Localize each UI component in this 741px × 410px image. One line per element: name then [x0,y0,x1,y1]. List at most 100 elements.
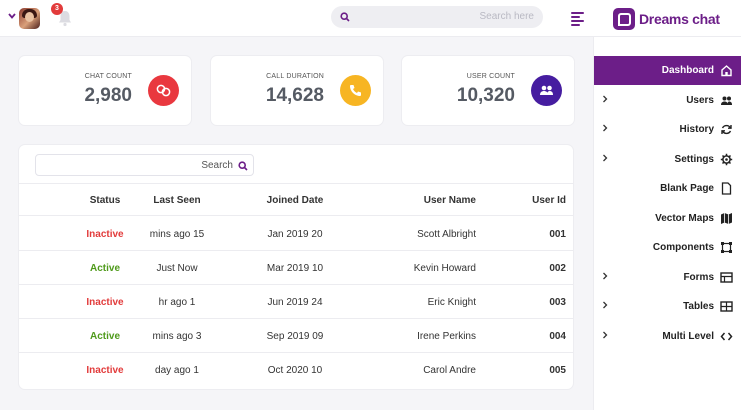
header-search-input[interactable]: Search here [331,6,543,28]
status-badge: Active [89,263,121,274]
chevron-right-icon [603,301,608,309]
users-icon [531,75,562,106]
column-header-user-id[interactable]: User Id [532,195,566,206]
stat-value: 2,980 [84,85,132,106]
avatar[interactable] [19,8,40,29]
top-header: 3 Search here Dreams chat [0,0,741,37]
last-seen-cell: mins ago 3 [152,331,202,342]
sidebar-item-forms[interactable]: Forms [594,263,741,292]
joined-date-cell: Jan 2019 20 [267,229,323,240]
phone-icon [340,75,371,106]
column-header-joined-date[interactable]: Joined Date [266,195,324,206]
table-search-input[interactable]: Search [35,154,254,176]
column-header-user-name[interactable]: User Name [423,195,476,206]
sidebar-item-vector-maps[interactable]: Vector Maps [594,204,741,233]
sidebar-item-tables[interactable]: Tables [594,292,741,321]
table-icon [720,301,733,312]
notification-badge: 3 [51,3,63,15]
stat-label: CALL DURATION [266,73,324,80]
user-id-cell: 004 [549,331,566,342]
sidebar-item-label: Blank Page [660,183,714,194]
bell-icon[interactable] [56,9,74,27]
refresh-icon [721,124,732,135]
status-badge: Inactive [86,365,124,376]
table-row[interactable]: Inactive hr ago 1 Jun 2019 24 Eric Knigh… [19,285,573,319]
sidebar-item-label: Settings [674,154,714,165]
chevron-down-icon[interactable] [7,11,17,21]
status-badge: Inactive [86,297,124,308]
table-header: Status Last Seen Joined Date User Name U… [19,183,573,216]
user-name-cell: Carol Andre [423,365,476,376]
home-icon [721,65,732,77]
search-icon [238,161,248,171]
user-name-cell: Eric Knight [427,297,476,308]
joined-date-cell: Mar 2019 10 [266,263,324,274]
gear-icon [720,153,733,166]
sidebar-item-label: Multi Level [662,331,714,342]
chevron-right-icon [603,272,608,280]
sidebar-item-label: History [679,124,714,135]
brand-name: Dreams chat [639,11,720,27]
sidebar-item-label: Components [652,242,714,253]
joined-date-cell: Sep 2019 09 [266,331,324,342]
user-id-cell: 002 [549,263,566,274]
menu-toggle-icon[interactable] [571,12,584,26]
table-row[interactable]: Active mins ago 3 Sep 2019 09 Irene Perk… [19,319,573,353]
sidebar: Dashboard Users History Settings Blank P… [593,37,741,410]
sidebar-item-history[interactable]: History [594,115,741,144]
stat-value: 14,628 [265,85,324,106]
table-row[interactable]: Inactive mins ago 15 Jan 2019 20 Scott A… [19,217,573,251]
user-id-cell: 001 [549,229,566,240]
user-id-cell: 005 [549,365,566,376]
table-row[interactable]: Active Just Now Mar 2019 10 Kevin Howard… [19,251,573,285]
user-name-cell: Kevin Howard [413,263,476,274]
last-seen-cell: hr ago 1 [158,297,196,308]
sidebar-item-multi-level[interactable]: Multi Level [594,322,741,351]
sidebar-item-users[interactable]: Users [594,86,741,115]
user-id-cell: 003 [549,297,566,308]
sidebar-item-label: Vector Maps [655,213,714,224]
sidebar-item-settings[interactable]: Settings [594,145,741,174]
sidebar-item-blank-page[interactable]: Blank Page [594,174,741,203]
users-icon [721,96,732,105]
user-name-cell: Irene Perkins [417,331,476,342]
search-icon [340,12,350,22]
sidebar-item-label: Tables [683,301,714,312]
vector-square-icon [721,242,732,253]
last-seen-cell: day ago 1 [155,365,199,376]
chevron-right-icon [603,124,608,132]
sidebar-item-label: Dashboard [661,65,714,76]
stat-card-call-duration: CALL DURATION 14,628 [211,56,383,125]
form-icon [720,272,733,283]
stat-card-chat-count: CHAT COUNT 2,980 [19,56,191,125]
status-badge: Inactive [86,229,124,240]
table-row[interactable]: Inactive day ago 1 Oct 2020 10 Carol And… [19,353,573,387]
chevron-right-icon [603,331,608,339]
stat-label: CHAT COUNT [84,73,132,80]
file-icon [721,182,732,195]
logo-icon [613,8,635,30]
sidebar-item-dashboard[interactable]: Dashboard [594,56,741,85]
column-header-status[interactable]: Status [89,195,121,206]
column-header-last-seen[interactable]: Last Seen [153,195,201,206]
stat-label: USER COUNT [466,73,515,80]
sidebar-item-label: Forms [683,272,714,283]
last-seen-cell: Just Now [156,263,198,274]
stat-card-user-count: USER COUNT 10,320 [402,56,574,125]
stat-value: 10,320 [456,85,515,106]
status-badge: Active [89,331,121,342]
map-icon [721,213,732,224]
users-table-card: Search Status Last Seen Joined Date User… [19,145,573,389]
table-search-placeholder: Search [201,160,233,171]
chat-bubbles-icon [148,75,179,106]
last-seen-cell: mins ago 15 [149,229,205,240]
user-name-cell: Scott Albright [417,229,476,240]
header-search-placeholder: Search here [479,11,534,22]
sidebar-item-components[interactable]: Components [594,233,741,262]
joined-date-cell: Jun 2019 24 [267,297,323,308]
sidebar-item-label: Users [686,95,714,106]
code-icon [720,332,733,341]
joined-date-cell: Oct 2020 10 [267,365,323,376]
chevron-right-icon [603,154,608,162]
chevron-right-icon [603,95,608,103]
